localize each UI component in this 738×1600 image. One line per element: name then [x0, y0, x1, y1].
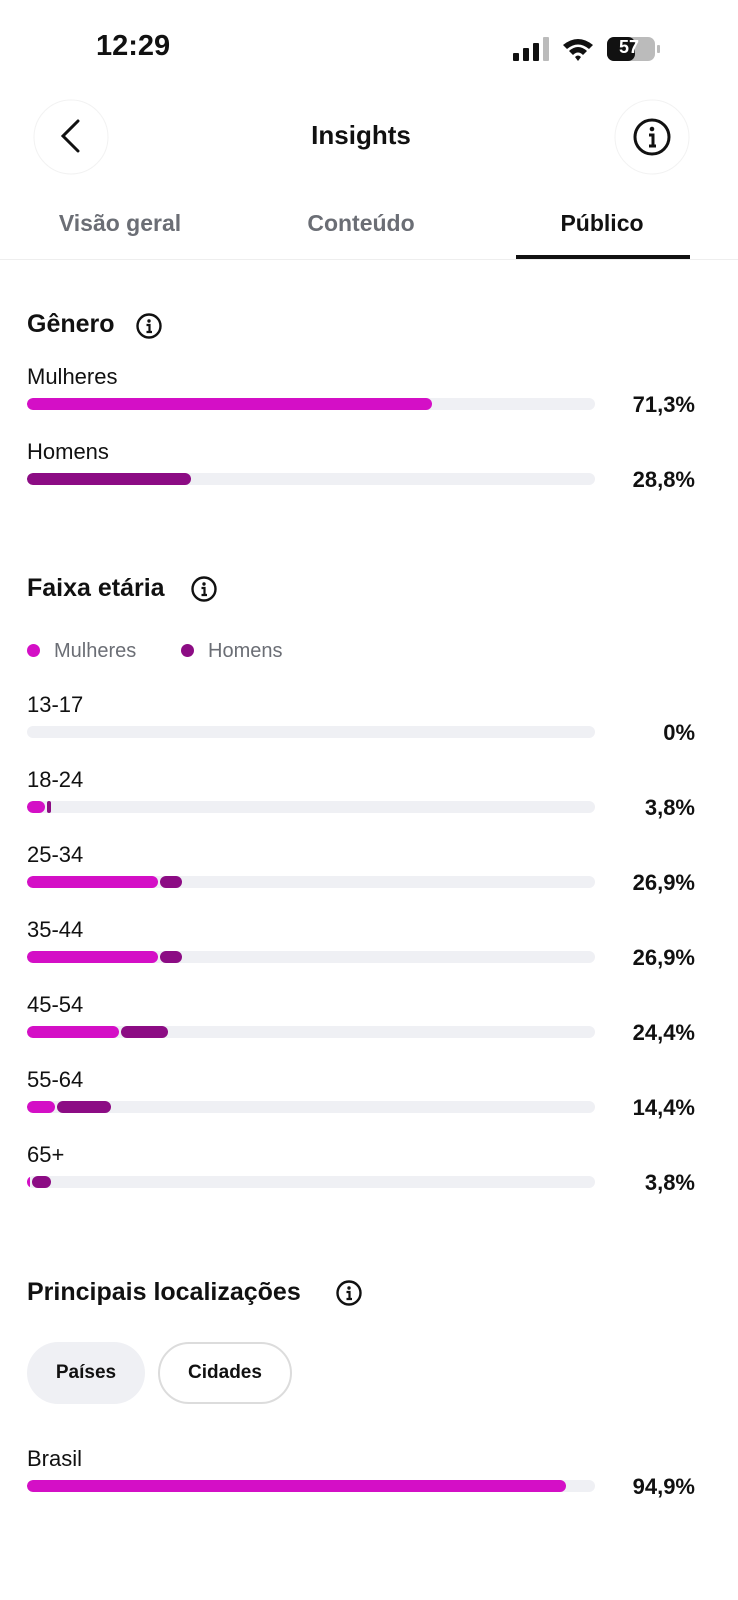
bar-segment — [27, 1480, 567, 1492]
bar-segment — [27, 1101, 55, 1113]
bar-track — [27, 726, 595, 738]
info-icon[interactable] — [135, 312, 163, 340]
section-title: Principais localizações — [27, 1278, 301, 1306]
bar-segment — [160, 951, 182, 963]
row-value: 94,9% — [632, 1474, 695, 1499]
row-value: 14,4% — [632, 1095, 695, 1120]
bar-segment — [160, 876, 182, 888]
row-value: 26,9% — [632, 870, 695, 895]
bar-track — [27, 876, 595, 888]
status-icons — [513, 37, 660, 61]
section-title: Gênero — [27, 310, 115, 338]
bar-segment — [56, 1101, 111, 1113]
bar-track — [27, 473, 595, 485]
tab-indicator — [516, 255, 690, 259]
bar-segment — [27, 1176, 30, 1188]
page-title: Insights — [311, 120, 411, 150]
bar-track — [27, 951, 595, 963]
row-value: 26,9% — [632, 945, 695, 970]
info-button[interactable] — [614, 99, 690, 175]
bar-segment — [27, 876, 159, 888]
row-value: 71,3% — [632, 392, 695, 417]
bar-segment — [121, 1026, 168, 1038]
back-button[interactable] — [33, 99, 109, 175]
row-value: 3,8% — [644, 795, 695, 820]
bar-track — [27, 1480, 595, 1492]
row-label: 25-34 — [27, 842, 84, 867]
row-label: Brasil — [27, 1446, 83, 1471]
battery-level: 57 — [618, 37, 640, 57]
row-label: 45-54 — [27, 992, 84, 1017]
bar-segment — [27, 1026, 120, 1038]
tab[interactable]: Público — [560, 210, 644, 236]
row-label: 55-64 — [27, 1067, 84, 1092]
row-value: 24,4% — [632, 1020, 695, 1045]
bar-segment — [27, 473, 191, 485]
filter-chip[interactable]: Cidades — [158, 1342, 292, 1404]
row-label: 65+ — [27, 1142, 65, 1167]
bar-track — [27, 398, 595, 410]
tab[interactable]: Conteúdo — [307, 210, 415, 236]
info-icon[interactable] — [335, 1279, 363, 1307]
bar-track — [27, 801, 595, 813]
bar-segment — [47, 801, 51, 813]
legend-dot — [27, 644, 40, 657]
bar-track — [27, 1176, 595, 1188]
row-label: 13-17 — [27, 692, 84, 717]
row-label: Homens — [27, 439, 109, 464]
filter-chip[interactable]: Países — [27, 1342, 145, 1404]
divider — [0, 259, 738, 260]
bar-track — [27, 1026, 595, 1038]
tab[interactable]: Visão geral — [58, 210, 182, 236]
row-label: Mulheres — [27, 364, 118, 389]
row-value: 3,8% — [644, 1170, 695, 1195]
section-title: Faixa etária — [27, 574, 165, 602]
row-label: 18-24 — [27, 767, 84, 792]
clock: 12:29 — [96, 30, 171, 62]
bar-segment — [31, 1176, 51, 1188]
row-value: 28,8% — [632, 467, 695, 492]
legend-label: Homens — [208, 640, 283, 662]
bar-segment — [27, 398, 432, 410]
row-value: 0% — [663, 720, 695, 745]
bar-track — [27, 1101, 595, 1113]
bar-segment — [27, 951, 159, 963]
row-label: 35-44 — [27, 917, 84, 942]
legend-label: Mulheres — [54, 640, 137, 662]
info-icon[interactable] — [190, 575, 218, 603]
bar-segment — [27, 801, 46, 813]
legend-dot — [181, 644, 194, 657]
